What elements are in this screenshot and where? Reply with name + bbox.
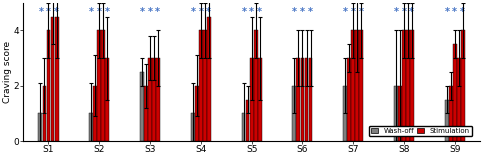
Bar <box>398 86 402 141</box>
Bar <box>55 17 58 141</box>
Text: *: * <box>292 7 298 17</box>
Text: *: * <box>54 7 58 17</box>
Text: *: * <box>38 7 43 17</box>
Bar <box>152 58 156 141</box>
Bar <box>46 30 50 141</box>
Text: *: * <box>452 7 457 17</box>
Text: *: * <box>140 7 145 17</box>
Bar <box>144 86 148 141</box>
Text: *: * <box>308 7 313 17</box>
Bar <box>89 113 93 141</box>
Bar <box>242 113 245 141</box>
Text: *: * <box>401 7 407 17</box>
Text: *: * <box>242 7 246 17</box>
Bar <box>309 58 313 141</box>
Bar <box>258 58 262 141</box>
Text: *: * <box>460 7 465 17</box>
Bar <box>457 58 461 141</box>
Bar <box>98 30 101 141</box>
Bar <box>351 30 355 141</box>
Text: *: * <box>358 7 363 17</box>
Text: *: * <box>394 7 399 17</box>
Bar <box>305 58 309 141</box>
Bar <box>203 30 207 141</box>
Bar <box>343 86 347 141</box>
Text: *: * <box>351 7 356 17</box>
Text: *: * <box>199 7 203 17</box>
Bar <box>406 30 410 141</box>
Bar <box>254 30 257 141</box>
Bar <box>292 86 296 141</box>
Bar <box>39 113 42 141</box>
Bar <box>148 58 152 141</box>
Bar <box>105 58 109 141</box>
Text: *: * <box>409 7 414 17</box>
Text: *: * <box>249 7 254 17</box>
Bar <box>43 86 46 141</box>
Bar <box>445 100 449 141</box>
Text: *: * <box>104 7 109 17</box>
Text: *: * <box>257 7 262 17</box>
Y-axis label: Craving score: Craving score <box>3 41 12 103</box>
Bar <box>246 100 250 141</box>
Bar <box>140 72 144 141</box>
Bar <box>394 86 398 141</box>
Bar <box>359 30 363 141</box>
Bar <box>461 30 465 141</box>
Text: *: * <box>206 7 211 17</box>
Bar <box>250 58 254 141</box>
Bar <box>453 44 457 141</box>
Bar <box>199 30 203 141</box>
Bar <box>410 30 414 141</box>
Bar <box>297 58 300 141</box>
Text: *: * <box>300 7 305 17</box>
Bar <box>191 113 195 141</box>
Text: *: * <box>148 7 153 17</box>
Text: *: * <box>89 7 94 17</box>
Bar <box>101 30 105 141</box>
Bar <box>195 86 199 141</box>
Text: *: * <box>445 7 450 17</box>
Bar <box>156 58 160 141</box>
Bar <box>347 58 351 141</box>
Bar <box>93 86 97 141</box>
Bar <box>449 86 453 141</box>
Legend: Wash-off, Stimulation: Wash-off, Stimulation <box>369 126 472 136</box>
Text: *: * <box>46 7 51 17</box>
Text: *: * <box>191 7 196 17</box>
Bar <box>402 30 406 141</box>
Bar <box>355 30 359 141</box>
Bar <box>51 17 55 141</box>
Bar <box>300 58 304 141</box>
Bar <box>207 17 211 141</box>
Text: *: * <box>155 7 160 17</box>
Text: *: * <box>97 7 102 17</box>
Text: *: * <box>343 7 348 17</box>
